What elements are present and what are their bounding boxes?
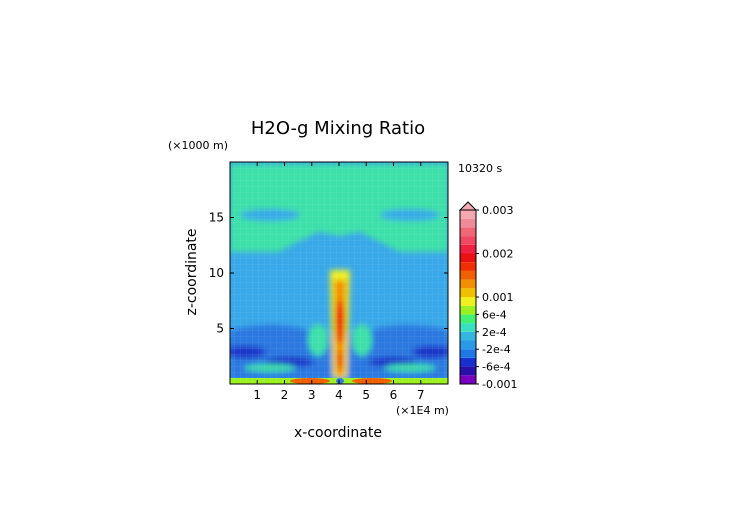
colorbar-segment <box>460 210 476 219</box>
colorbar-tick-label: 0.001 <box>482 291 514 304</box>
colorbar-tick-label: -2e-4 <box>482 343 511 356</box>
colorbar-segment <box>460 366 476 376</box>
y-axis-label: z-coordinate <box>184 228 200 315</box>
colorbar-segment <box>460 253 476 263</box>
colorbar-segment <box>460 357 476 367</box>
colorbar-segment <box>460 262 476 271</box>
colorbar-segment <box>460 340 476 350</box>
x-tick-label: 5 <box>362 388 370 402</box>
colorbar-segment <box>460 279 476 289</box>
x-tick-label: 6 <box>390 388 398 402</box>
x-unit-label: (×1E4 m) <box>396 404 449 417</box>
colorbar-segment <box>460 288 476 297</box>
colorbar-segment <box>460 270 476 280</box>
colorbar-segment <box>460 244 476 254</box>
x-tick-label: 2 <box>281 388 289 402</box>
y-tick-label: 10 <box>209 266 224 280</box>
colorbar-tick-label: -0.001 <box>482 378 517 391</box>
colorbar-tick-label: 0.002 <box>482 248 514 261</box>
grid-overlay <box>230 162 448 384</box>
colorbar-segment <box>460 227 476 237</box>
colorbar-segment <box>460 305 476 315</box>
x-axis-label: x-coordinate <box>294 425 382 441</box>
colorbar-segment <box>460 375 476 384</box>
colorbar-segment <box>460 323 476 332</box>
chart-title: H2O-g Mixing Ratio <box>251 118 425 139</box>
colorbar-tick-label: -6e-4 <box>482 361 511 374</box>
colorbar-segment <box>460 331 476 341</box>
colorbar-tick-label: 2e-4 <box>482 326 507 339</box>
colorbar-segment <box>460 314 476 324</box>
x-tick-label: 3 <box>308 388 316 402</box>
colorbar: 0.003 0.002 0.001 6e-4 2e-4 -2e-4 -6e-4 -0.001 <box>458 201 517 391</box>
colorbar-tick-label: 6e-4 <box>482 308 507 321</box>
axes: 1 2 3 4 5 6 7 5 10 15 <box>209 162 448 402</box>
y-unit-label: (×1000 m) <box>168 139 228 152</box>
x-tick-label: 1 <box>253 388 261 402</box>
x-tick-label: 4 <box>335 388 343 402</box>
y-tick-label: 5 <box>216 322 224 336</box>
colorbar-tick-label: 0.003 <box>482 204 514 217</box>
colorbar-segment <box>460 236 476 245</box>
colorbar-segment <box>460 349 476 358</box>
heatmap-field <box>230 162 448 384</box>
colorbar-segment <box>460 218 476 228</box>
x-tick-label: 7 <box>417 388 425 402</box>
y-tick-label: 15 <box>209 211 224 225</box>
colorbar-extend-arrow <box>458 201 478 211</box>
time-label: 10320 s <box>458 162 502 175</box>
colorbar-segment <box>460 297 476 306</box>
